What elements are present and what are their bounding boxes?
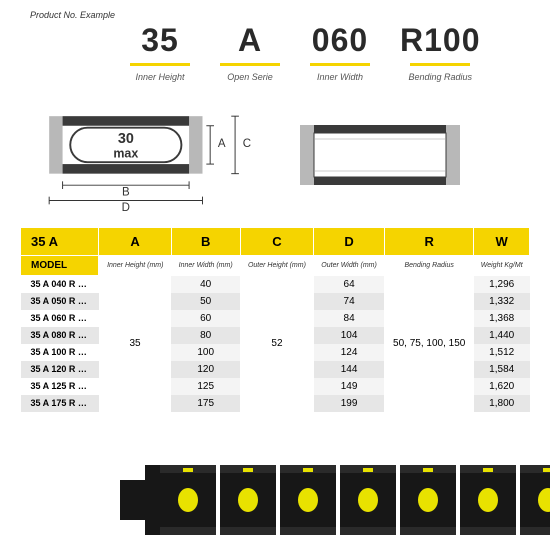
sub-C: Outer Height (mm) [240,256,313,276]
cell-D: 144 [314,361,385,378]
hdr-R: R [384,228,473,256]
diagram-side [290,115,520,195]
cell-D: 149 [314,378,385,395]
cell-B: 80 [171,327,240,344]
cell-D: 64 [314,276,385,293]
code-underline [410,63,470,66]
hdr-D: D [314,228,385,256]
cell-W: 1,296 [474,276,530,293]
cell-W: 1,440 [474,327,530,344]
cell-B: 100 [171,344,240,361]
code-value: 35 [130,22,190,59]
code-underline [130,63,190,66]
cell-model: 35 A 100 R … [21,344,99,361]
cell-model: 35 A 120 R … [21,361,99,378]
cell-model: 35 A 060 R … [21,310,99,327]
table-body: 35 A 040 R …3540526450, 75, 100, 1501,29… [21,276,530,412]
cell-B: 40 [171,276,240,293]
svg-text:30: 30 [118,131,134,147]
hdr-A: A [99,228,171,256]
svg-text:D: D [122,202,130,212]
cell-W: 1,800 [474,395,530,412]
code-bending-radius: R100 Bending Radius [400,22,481,82]
code-sub: Open Serie [220,72,280,82]
table-header-row: 35 A A B C D R W [21,228,530,256]
cell-A-span: 35 [99,276,171,412]
chain-svg [120,450,550,550]
cell-B: 125 [171,378,240,395]
code-value: A [220,22,280,59]
sub-A: Inner Height (mm) [99,256,171,276]
diagram-row: 30 max A C B D [0,87,550,227]
hdr-C: C [240,228,313,256]
diagram-front: 30 max A C B D [30,97,260,212]
cell-W: 1,620 [474,378,530,395]
table-row: 35 A 040 R …3540526450, 75, 100, 1501,29… [21,276,530,293]
hdr-B: B [171,228,240,256]
code-inner-height: 35 Inner Height [130,22,190,82]
code-inner-width: 060 Inner Width [310,22,370,82]
svg-text:max: max [113,146,138,160]
cell-D: 199 [314,395,385,412]
model-label: MODEL [21,256,99,276]
code-sub: Inner Height [130,72,190,82]
cell-model: 35 A 050 R … [21,293,99,310]
cell-model: 35 A 040 R … [21,276,99,293]
sub-R: Bending Radius [384,256,473,276]
cell-model: 35 A 175 R … [21,395,99,412]
spec-table: 35 A A B C D R W MODEL Inner Height (mm)… [0,227,550,412]
cell-D: 74 [314,293,385,310]
product-label: Product No. Example [30,10,520,20]
svg-text:A: A [218,138,226,150]
cell-D: 84 [314,310,385,327]
table-subheader-row: MODEL Inner Height (mm) Inner Width (mm)… [21,256,530,276]
cell-B: 50 [171,293,240,310]
product-header: Product No. Example 35 Inner Height A Op… [0,0,550,87]
svg-text:C: C [243,138,251,150]
chain-illustration [120,450,550,550]
code-sub: Inner Width [310,72,370,82]
svg-text:B: B [122,187,130,199]
cell-W: 1,584 [474,361,530,378]
code-underline [310,63,370,66]
code-sub: Bending Radius [400,72,481,82]
cell-B: 60 [171,310,240,327]
cell-D: 104 [314,327,385,344]
cell-B: 175 [171,395,240,412]
sub-W: Weight Kg/Mt [474,256,530,276]
cell-model: 35 A 080 R … [21,327,99,344]
sub-B: Inner Width (mm) [171,256,240,276]
cell-model: 35 A 125 R … [21,378,99,395]
sub-D: Outer Width (mm) [314,256,385,276]
cell-B: 120 [171,361,240,378]
code-row: 35 Inner Height A Open Serie 060 Inner W… [130,22,520,82]
table: 35 A A B C D R W MODEL Inner Height (mm)… [20,227,530,412]
code-underline [220,63,280,66]
cell-R-span: 50, 75, 100, 150 [384,276,473,412]
cell-D: 124 [314,344,385,361]
code-value: R100 [400,22,481,59]
cell-W: 1,332 [474,293,530,310]
hdr-W: W [474,228,530,256]
cell-W: 1,512 [474,344,530,361]
cell-C-span: 52 [240,276,313,412]
hdr-title: 35 A [21,228,99,256]
code-value: 060 [310,22,370,59]
code-open-serie: A Open Serie [220,22,280,82]
cell-W: 1,368 [474,310,530,327]
